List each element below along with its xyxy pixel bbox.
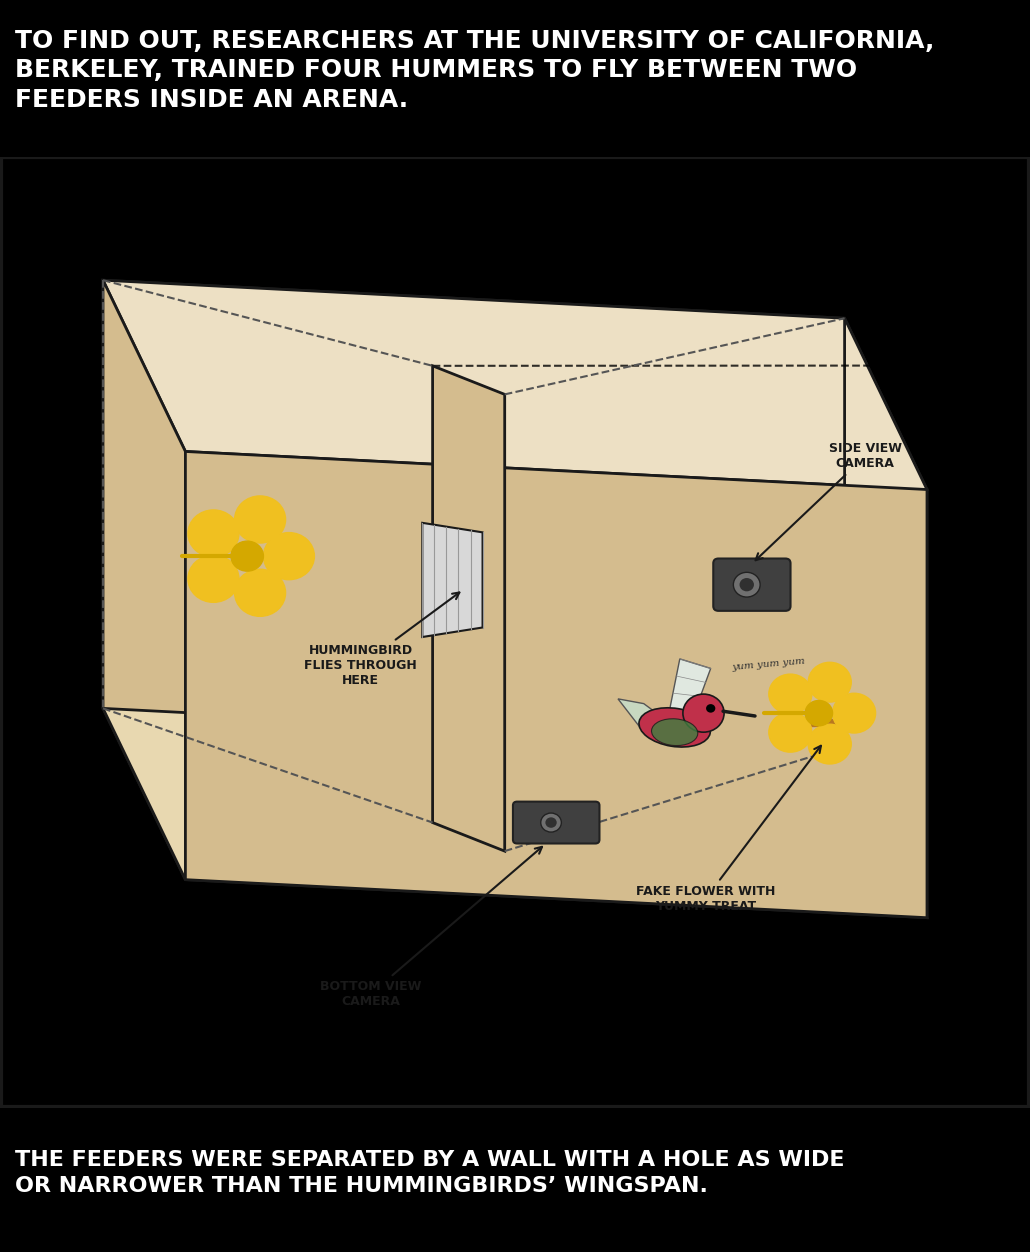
Circle shape bbox=[768, 674, 812, 714]
Circle shape bbox=[733, 572, 760, 597]
Polygon shape bbox=[422, 523, 482, 637]
Text: BOTTOM VIEW
CAMERA: BOTTOM VIEW CAMERA bbox=[320, 846, 542, 1008]
Circle shape bbox=[683, 694, 724, 732]
Circle shape bbox=[235, 496, 285, 543]
Text: TO FIND OUT, RESEARCHERS AT THE UNIVERSITY OF CALIFORNIA,
BERKELEY, TRAINED FOUR: TO FIND OUT, RESEARCHERS AT THE UNIVERSI… bbox=[15, 29, 935, 113]
Circle shape bbox=[541, 813, 561, 833]
Text: HUMMINGBIRD
FLIES THROUGH
HERE: HUMMINGBIRD FLIES THROUGH HERE bbox=[304, 592, 459, 687]
Circle shape bbox=[809, 724, 851, 764]
Text: SIDE VIEW
CAMERA: SIDE VIEW CAMERA bbox=[756, 442, 901, 560]
Text: THE FEEDERS WERE SEPARATED BY A WALL WITH A HOLE AS WIDE
OR NARROWER THAN THE HU: THE FEEDERS WERE SEPARATED BY A WALL WIT… bbox=[15, 1149, 845, 1196]
Ellipse shape bbox=[652, 719, 697, 746]
Polygon shape bbox=[185, 452, 927, 918]
FancyBboxPatch shape bbox=[513, 801, 599, 844]
Polygon shape bbox=[103, 280, 927, 490]
Circle shape bbox=[235, 570, 285, 616]
Text: FAKE FLOWER WITH
YUMMY TREAT: FAKE FLOWER WITH YUMMY TREAT bbox=[636, 746, 821, 913]
Polygon shape bbox=[845, 318, 927, 918]
Polygon shape bbox=[103, 280, 185, 880]
Circle shape bbox=[832, 694, 875, 732]
Circle shape bbox=[187, 510, 239, 557]
Circle shape bbox=[809, 662, 851, 702]
Circle shape bbox=[768, 712, 812, 752]
Ellipse shape bbox=[639, 707, 711, 747]
Circle shape bbox=[740, 578, 754, 591]
Circle shape bbox=[264, 532, 314, 580]
Circle shape bbox=[546, 818, 556, 828]
Polygon shape bbox=[670, 659, 711, 710]
Circle shape bbox=[805, 700, 832, 726]
Polygon shape bbox=[103, 709, 927, 918]
Polygon shape bbox=[103, 280, 845, 746]
Polygon shape bbox=[433, 366, 505, 851]
Text: yum yum yum: yum yum yum bbox=[731, 657, 805, 672]
Circle shape bbox=[706, 704, 715, 712]
FancyBboxPatch shape bbox=[713, 558, 791, 611]
Circle shape bbox=[231, 541, 264, 571]
Polygon shape bbox=[618, 699, 670, 732]
Circle shape bbox=[187, 555, 239, 602]
